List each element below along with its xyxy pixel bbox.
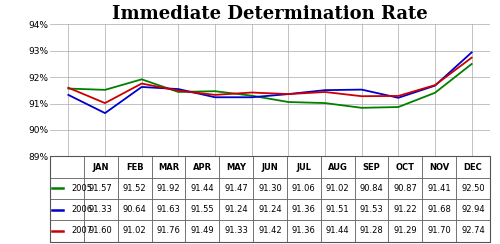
2007 bbox=[396, 94, 402, 97]
2007 bbox=[248, 91, 254, 94]
2005 bbox=[138, 78, 144, 81]
2007 bbox=[432, 84, 438, 87]
2005 bbox=[286, 101, 292, 103]
2005 bbox=[176, 91, 182, 93]
Line: 2005: 2005 bbox=[68, 64, 471, 108]
2005 bbox=[358, 106, 364, 109]
2005 bbox=[396, 106, 402, 109]
2006 bbox=[286, 93, 292, 96]
Title: Immediate Determination Rate: Immediate Determination Rate bbox=[112, 5, 428, 23]
2006 bbox=[176, 88, 182, 91]
2007 bbox=[138, 82, 144, 85]
2006 bbox=[248, 96, 254, 99]
2007 bbox=[286, 93, 292, 96]
2006 bbox=[212, 96, 218, 99]
2005 bbox=[212, 90, 218, 93]
2006 bbox=[322, 89, 328, 92]
2007 bbox=[468, 56, 474, 59]
Text: 2006: 2006 bbox=[72, 205, 92, 214]
2006 bbox=[432, 84, 438, 87]
2007 bbox=[102, 102, 108, 104]
2007 bbox=[358, 95, 364, 98]
Line: 2006: 2006 bbox=[68, 52, 471, 113]
2005 bbox=[102, 88, 108, 91]
2006 bbox=[358, 88, 364, 91]
Text: 2007: 2007 bbox=[72, 226, 92, 235]
2005 bbox=[66, 87, 71, 90]
2006 bbox=[396, 96, 402, 99]
2006 bbox=[102, 112, 108, 115]
2007 bbox=[176, 89, 182, 92]
2005 bbox=[322, 102, 328, 104]
2007 bbox=[212, 93, 218, 96]
2006 bbox=[468, 51, 474, 54]
2006 bbox=[138, 85, 144, 88]
2006 bbox=[66, 93, 71, 96]
2005 bbox=[432, 91, 438, 94]
2005 bbox=[248, 94, 254, 97]
Text: 2005: 2005 bbox=[72, 184, 92, 193]
2005 bbox=[468, 62, 474, 65]
2007 bbox=[66, 86, 71, 89]
Line: 2007: 2007 bbox=[68, 58, 471, 103]
2007 bbox=[322, 91, 328, 93]
